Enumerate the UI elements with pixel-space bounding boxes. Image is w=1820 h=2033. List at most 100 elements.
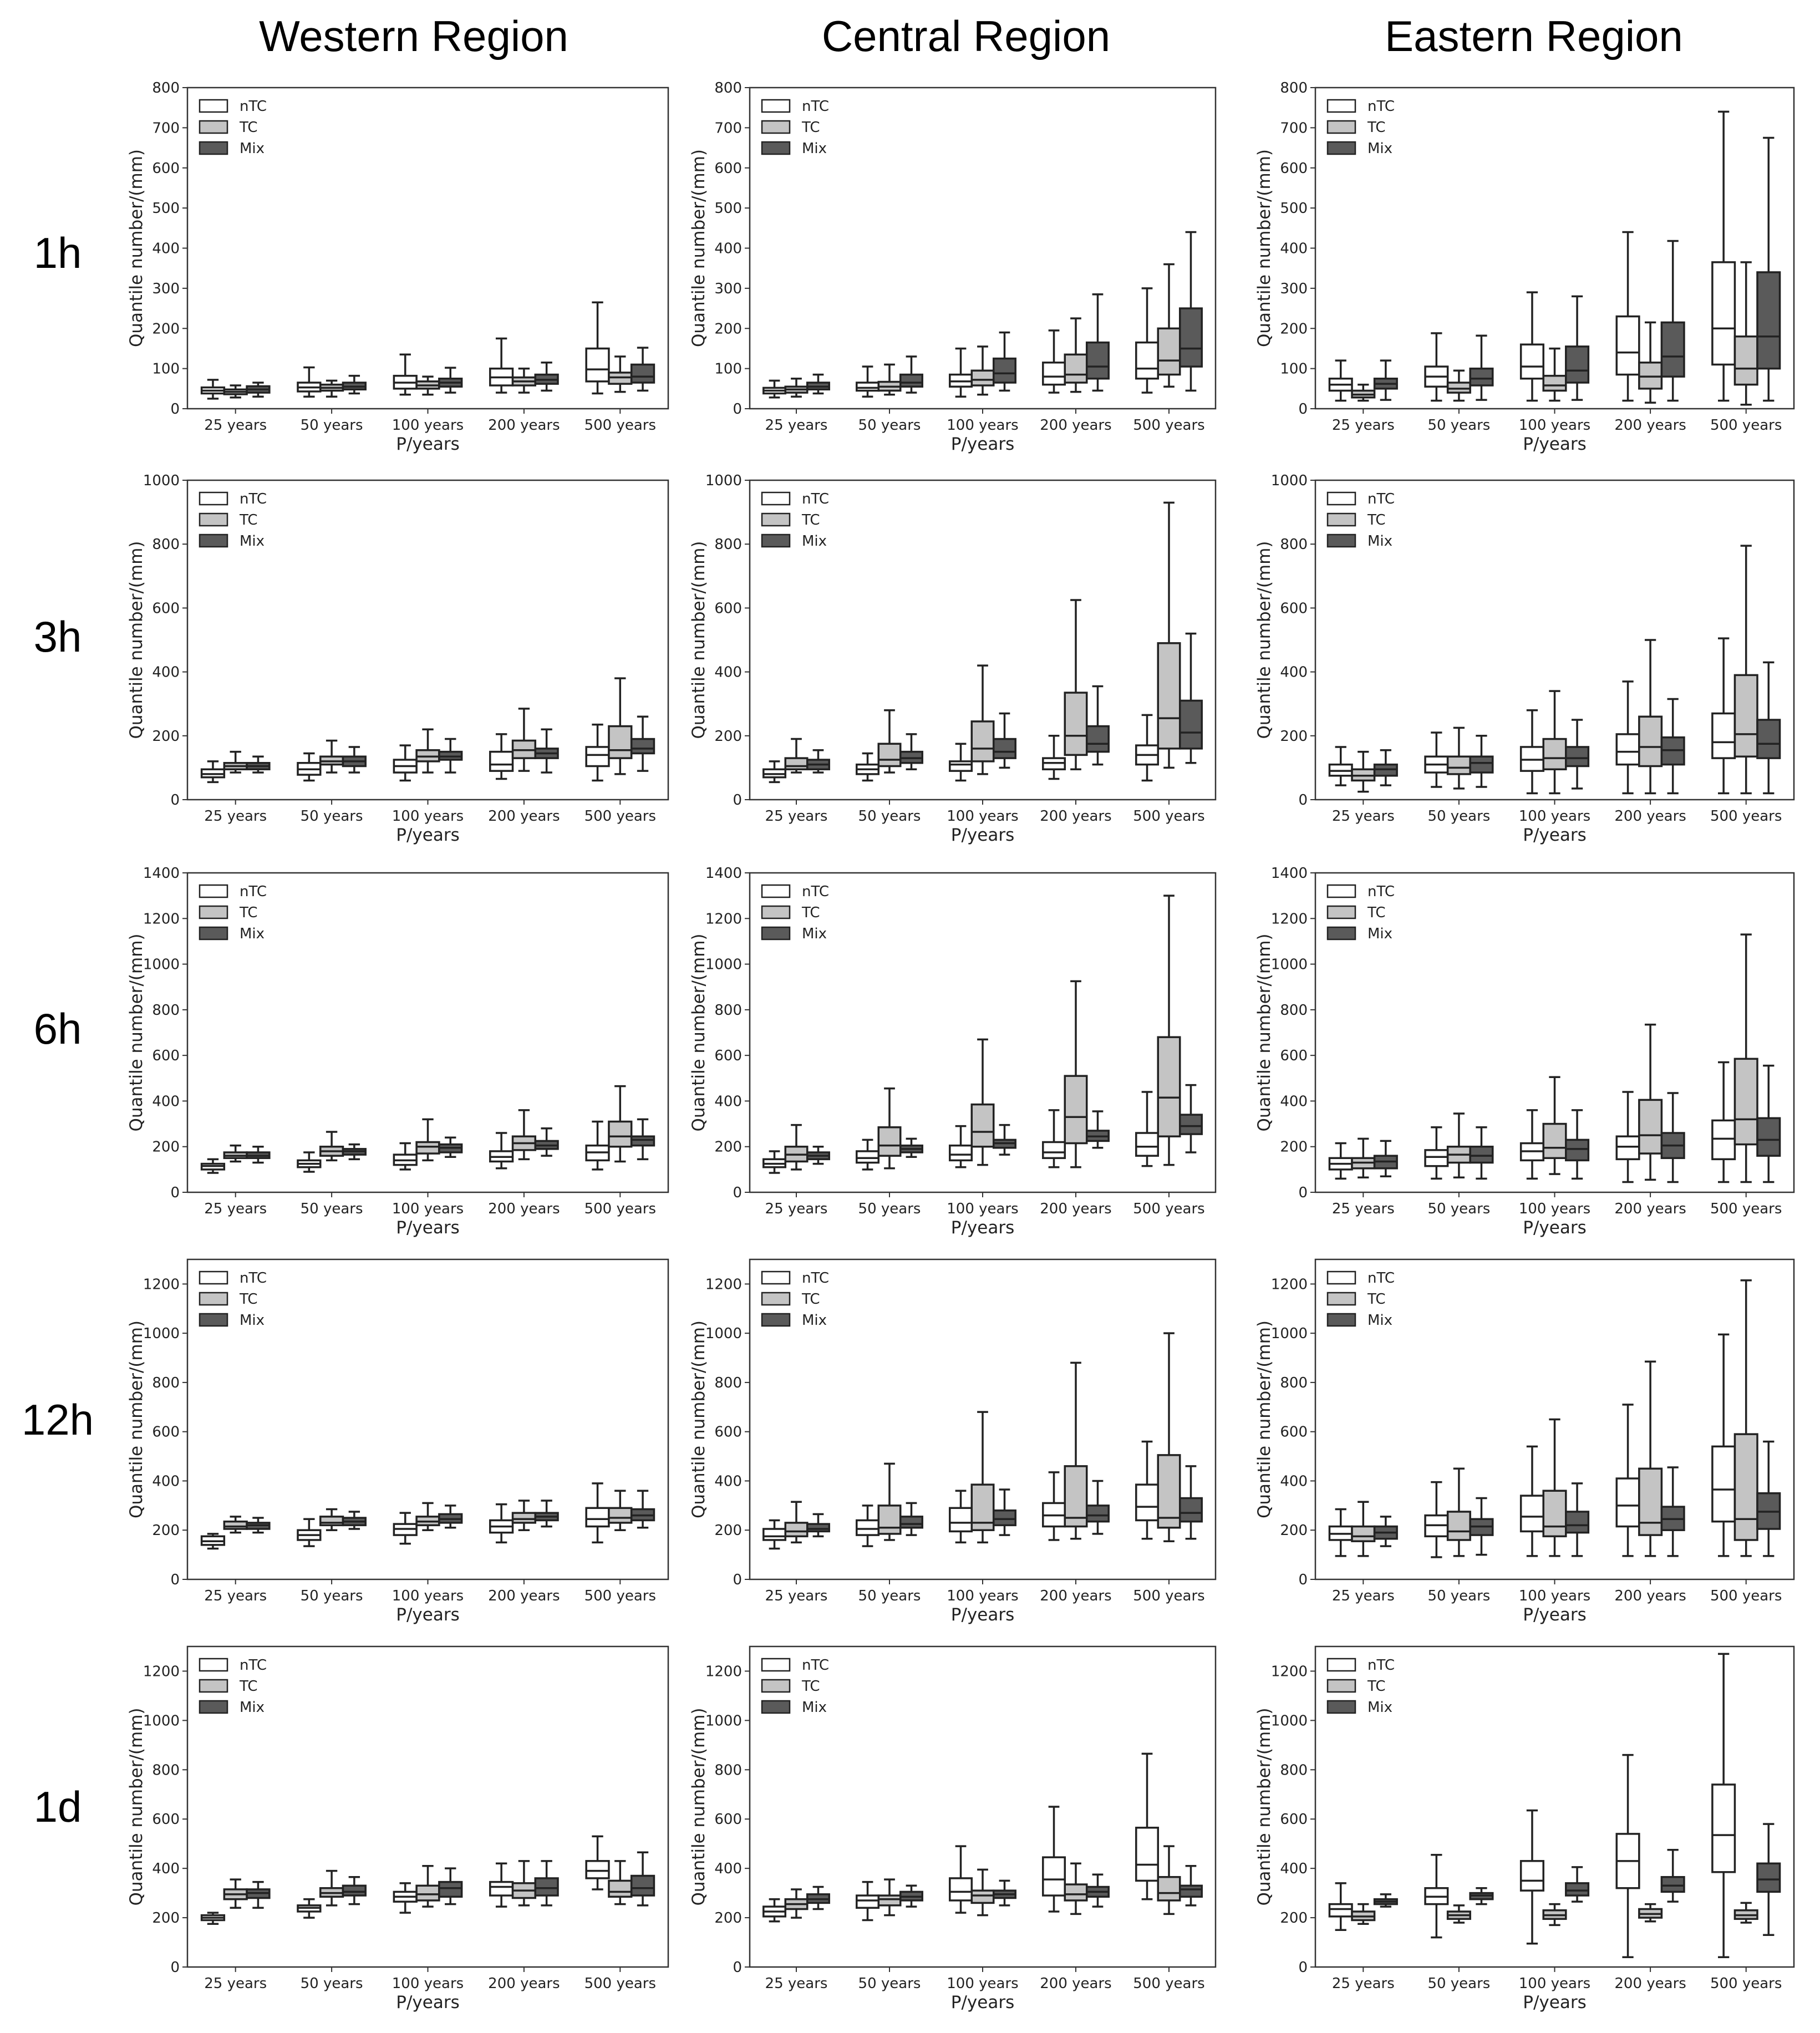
y-tick-label: 0 bbox=[1298, 1572, 1308, 1588]
panel-12h-0: 0 200 400 600 800 1000 1200 Quantile number/(mm… bbox=[126, 1258, 669, 1625]
y-tick-label: 200 bbox=[714, 1139, 742, 1156]
box-ntc bbox=[1328, 746, 1353, 786]
box-ntc bbox=[1135, 1752, 1160, 1900]
legend-swatch bbox=[199, 1313, 228, 1327]
box-ntc bbox=[1519, 1809, 1544, 1945]
box-tc bbox=[784, 377, 809, 398]
y-tick-label: 600 bbox=[1280, 1811, 1308, 1828]
legend-swatch bbox=[761, 1679, 791, 1693]
box-tc bbox=[1542, 1418, 1567, 1557]
x-tick-label: 25 years bbox=[204, 808, 267, 825]
iqr-box bbox=[630, 363, 655, 384]
legend-label: TC bbox=[239, 1678, 258, 1695]
legend-swatch bbox=[1326, 1679, 1356, 1693]
legend-label: nTC bbox=[1367, 883, 1395, 900]
x-tick-label: 100 years bbox=[947, 1588, 1018, 1604]
x-tick-label: 500 years bbox=[1710, 1975, 1782, 1992]
y-tick-label: 400 bbox=[1280, 1473, 1308, 1490]
y-tick-label: 600 bbox=[714, 1811, 742, 1828]
x-tick-label: 200 years bbox=[1040, 417, 1111, 434]
iqr-box bbox=[1064, 1465, 1088, 1528]
y-tick-label: 1200 bbox=[143, 1276, 180, 1293]
iqr-box bbox=[1756, 1117, 1781, 1157]
box-ntc bbox=[949, 347, 973, 398]
y-tick-label: 0 bbox=[170, 1959, 180, 1976]
y-axis-label: Quantile number/(mm) bbox=[689, 541, 709, 739]
box-ntc bbox=[1424, 1481, 1449, 1558]
x-tick-label: 25 years bbox=[204, 1975, 267, 1992]
box-ntc bbox=[489, 1132, 514, 1170]
y-tick-label: 700 bbox=[714, 120, 742, 136]
box-mix bbox=[806, 1513, 830, 1538]
iqr-box bbox=[1711, 712, 1736, 759]
y-tick-label: 300 bbox=[1280, 281, 1308, 297]
x-tick-label: 100 years bbox=[947, 1975, 1018, 1992]
y-tick-label: 400 bbox=[714, 1473, 742, 1490]
x-axis-label: P/years bbox=[1523, 1605, 1586, 1625]
x-tick-label: 500 years bbox=[1710, 417, 1782, 434]
box-ntc bbox=[297, 1518, 322, 1547]
y-tick-label: 0 bbox=[733, 792, 742, 809]
iqr-box bbox=[1178, 1884, 1203, 1898]
box-ntc bbox=[1711, 1653, 1736, 1958]
box-tc bbox=[1064, 980, 1088, 1168]
box-mix bbox=[1178, 1864, 1203, 1907]
x-tick-label: 50 years bbox=[858, 808, 921, 825]
x-tick-label: 500 years bbox=[584, 808, 656, 825]
box-ntc bbox=[585, 1835, 610, 1890]
iqr-box bbox=[970, 369, 995, 387]
box-tc bbox=[1542, 347, 1567, 402]
iqr-box bbox=[1615, 315, 1640, 376]
box-mix bbox=[1756, 1823, 1781, 1936]
iqr-box bbox=[1085, 341, 1110, 380]
iqr-box bbox=[1638, 715, 1663, 768]
box-ntc bbox=[856, 1139, 880, 1171]
legend-label: Mix bbox=[240, 140, 265, 157]
box-tc bbox=[1446, 1904, 1471, 1924]
iqr-box bbox=[1064, 353, 1088, 384]
panel-1h-1: 0 100 200 300 400 500 600 700 800 Quantile number… bbox=[689, 80, 1217, 454]
iqr-box bbox=[1615, 1477, 1640, 1528]
legend-swatch bbox=[761, 905, 791, 919]
y-tick-label: 400 bbox=[714, 664, 742, 681]
iqr-box bbox=[1542, 1122, 1567, 1160]
legend-swatch bbox=[1326, 905, 1356, 919]
iqr-box bbox=[784, 757, 809, 771]
box-mix bbox=[630, 1851, 655, 1907]
x-tick-label: 200 years bbox=[488, 1588, 560, 1604]
legend-label: nTC bbox=[802, 883, 829, 900]
y-tick-label: 1000 bbox=[143, 1325, 180, 1342]
box-tc bbox=[319, 1508, 344, 1531]
x-tick-label: 50 years bbox=[1427, 417, 1490, 434]
legend: nTC TC Mix bbox=[199, 491, 267, 550]
y-tick-label: 800 bbox=[714, 536, 742, 553]
box-tc bbox=[1351, 1903, 1376, 1925]
y-tick-label: 800 bbox=[1280, 1002, 1308, 1019]
iqr-box bbox=[1565, 1511, 1590, 1534]
x-tick-label: 100 years bbox=[392, 1975, 464, 1992]
box-tc bbox=[1638, 639, 1663, 795]
box-mix bbox=[246, 382, 271, 398]
legend-label: Mix bbox=[802, 140, 827, 157]
legend-swatch bbox=[1326, 1658, 1356, 1672]
y-tick-label: 200 bbox=[714, 1522, 742, 1539]
iqr-box bbox=[1064, 1883, 1088, 1902]
iqr-box bbox=[585, 1507, 610, 1528]
y-tick-label: 1200 bbox=[1271, 1276, 1308, 1293]
x-axis-label: P/years bbox=[396, 825, 459, 845]
iqr-box bbox=[949, 760, 973, 772]
box-ntc bbox=[856, 1505, 880, 1547]
y-tick-label: 100 bbox=[152, 361, 180, 378]
box-ntc bbox=[762, 760, 787, 784]
x-tick-label: 25 years bbox=[204, 1201, 267, 1217]
legend-label: nTC bbox=[802, 491, 829, 507]
legend-label: Mix bbox=[802, 1699, 827, 1716]
box-ntc bbox=[1615, 1754, 1640, 1958]
box-ntc bbox=[1519, 1445, 1544, 1557]
box-tc bbox=[1446, 726, 1471, 790]
iqr-box bbox=[1756, 271, 1781, 370]
iqr-box bbox=[1135, 1483, 1160, 1522]
box-tc bbox=[1157, 1332, 1181, 1542]
panel-3h-2: 0 200 400 600 800 1000 Quantile number/(mm) 25 … bbox=[1254, 472, 1795, 845]
y-tick-label: 1400 bbox=[143, 865, 180, 882]
